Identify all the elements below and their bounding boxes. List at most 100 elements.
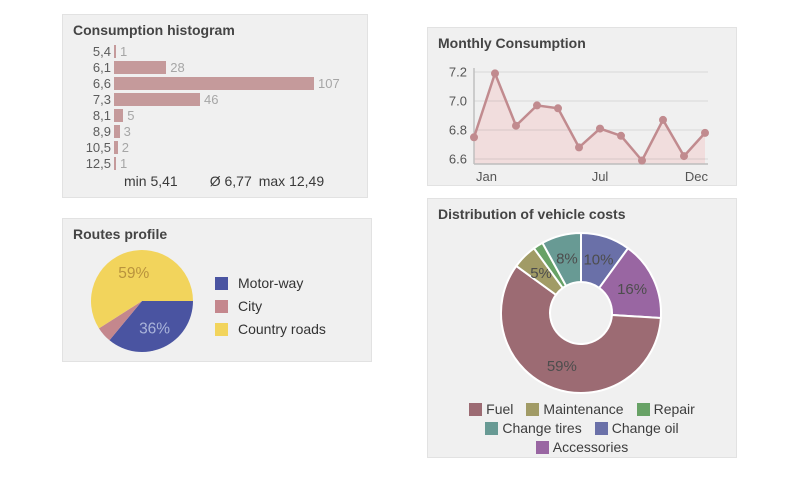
pie-slice-motor-way[interactable]: [109, 301, 193, 353]
monthly-consumption-line-chart: 7.2 7.0 6.8 6.6 Jan Jul Dec: [449, 65, 709, 184]
legend-label: City: [238, 298, 263, 314]
histogram-stats: min 5,41 Ø 6,77 max 12,49: [124, 173, 324, 189]
bin-label: 8,9: [92, 123, 111, 139]
histogram-bar[interactable]: [114, 60, 167, 74]
bar-value-label: 1: [120, 155, 128, 171]
legend-item-motor-way[interactable]: Motor-way: [215, 275, 326, 291]
legend-item-change-oil[interactable]: Change oil: [594, 420, 679, 436]
legend-label: Fuel: [486, 401, 514, 417]
panel-title: Consumption histogram: [73, 22, 235, 38]
panel-title: Routes profile: [73, 226, 168, 242]
panel-monthly-consumption: Monthly Consumption 7.2 7.0 6.8 6.6 Jan Jul De…: [427, 27, 737, 186]
legend-item-change-tires[interactable]: Change tires: [485, 420, 582, 436]
data-point[interactable]: [617, 131, 625, 140]
data-point[interactable]: [575, 143, 583, 152]
bin-label: 8,1: [92, 107, 111, 123]
bin-label: 12,5: [85, 155, 111, 171]
consumption-line: [472, 69, 706, 163]
legend-swatch-icon: [535, 440, 549, 454]
legend-item-city[interactable]: City: [215, 298, 326, 314]
panel-routes-profile: Routes profile 36% 59% Motor-way City Count…: [62, 218, 372, 362]
y-axis-tick-label: 6.6: [449, 152, 467, 167]
bar-value-label: 46: [204, 91, 219, 107]
legend-item-repair[interactable]: Repair: [636, 401, 695, 417]
legend-swatch-icon: [636, 402, 650, 416]
y-axis-tick-label: 7.0: [449, 94, 467, 109]
histogram-row: 5,4 1: [65, 43, 367, 59]
panel-consumption-histogram: Consumption histogram 5,4 1 6,1 28 6,6 107 7,3…: [62, 14, 368, 198]
slice-percent-label: 5%: [530, 265, 552, 282]
routes-legend: Motor-way City Country roads: [215, 275, 326, 344]
histogram-row: 12,5 1: [65, 155, 367, 171]
legend-swatch-icon: [215, 322, 228, 336]
routes-pie-chart: 36% 59%: [91, 250, 193, 353]
vehicle-costs-donut-chart: 10%16% 59% 5%8%: [500, 231, 662, 394]
donut-slice-change-tires[interactable]: [541, 231, 582, 288]
legend-swatch-icon: [485, 421, 499, 435]
legend-item-maintenance[interactable]: Maintenance: [526, 401, 624, 417]
legend-label: Repair: [653, 401, 695, 417]
bin-label: 6,6: [92, 75, 111, 91]
histogram-chart: 5,4 1 6,1 28 6,6 107 7,3 46 8,1 5 8,9 3 10,5 2 12,5 1: [65, 43, 367, 171]
histogram-bar[interactable]: [114, 124, 120, 138]
bin-label: 10,5: [85, 139, 111, 155]
histogram-bar[interactable]: [114, 92, 200, 106]
bar-value-label: 28: [170, 59, 185, 75]
slice-percent-label: 59%: [547, 358, 577, 375]
legend-label: Motor-way: [238, 275, 304, 291]
data-point[interactable]: [596, 124, 604, 133]
legend-label: Maintenance: [543, 401, 624, 417]
legend-swatch-icon: [594, 421, 608, 435]
data-point[interactable]: [680, 152, 688, 161]
legend-label: Change tires: [502, 420, 582, 436]
x-axis-tick-label: Jul: [592, 169, 609, 184]
histogram-row: 8,1 5: [65, 107, 367, 123]
legend-label: Change oil: [611, 420, 679, 436]
histogram-row: 7,3 46: [65, 91, 367, 107]
slice-percent-label: 10%: [583, 251, 613, 268]
slice-percent-label: 16%: [617, 281, 647, 298]
data-point[interactable]: [638, 156, 646, 165]
histogram-row: 6,6 107: [65, 75, 367, 91]
histogram-bar[interactable]: [114, 156, 116, 170]
histogram-row: 8,9 3: [65, 123, 367, 139]
slice-percent-label: 8%: [556, 250, 578, 267]
area-fill: [474, 73, 705, 164]
bar-value-label: 2: [121, 139, 129, 155]
data-point[interactable]: [491, 69, 499, 78]
panel-title: Distribution of vehicle costs: [438, 206, 626, 222]
bar-value-label: 3: [123, 123, 131, 139]
panel-title: Monthly Consumption: [438, 35, 586, 51]
histogram-bar[interactable]: [114, 108, 124, 122]
data-point[interactable]: [533, 101, 541, 110]
data-point[interactable]: [470, 133, 478, 142]
data-point[interactable]: [701, 128, 709, 137]
histogram-bar[interactable]: [114, 140, 118, 154]
bar-value-label: 5: [127, 107, 135, 123]
legend-item-fuel[interactable]: Fuel: [469, 401, 513, 417]
x-axis-tick-label: Dec: [685, 169, 709, 184]
stat-average: Ø 6,77: [209, 173, 252, 189]
histogram-bar[interactable]: [114, 44, 116, 58]
pie-slice-city[interactable]: [98, 301, 142, 341]
stat-min: min 5,41: [124, 173, 178, 189]
legend-swatch-icon: [469, 402, 483, 416]
y-axis-tick-label: 6.8: [449, 123, 467, 138]
x-axis-tick-label: Jan: [476, 169, 497, 184]
data-point[interactable]: [554, 104, 562, 113]
legend-item-country-roads[interactable]: Country roads: [215, 321, 326, 337]
legend-label: Accessories: [552, 439, 629, 455]
bin-label: 6,1: [92, 59, 111, 75]
data-point[interactable]: [512, 121, 520, 130]
histogram-row: 10,5 2: [65, 139, 367, 155]
pie-slice-country-roads[interactable]: [91, 250, 193, 329]
legend-item-accessories[interactable]: Accessories: [535, 439, 629, 455]
data-point[interactable]: [659, 115, 667, 124]
bin-label: 7,3: [92, 91, 111, 107]
histogram-bar[interactable]: [114, 76, 314, 90]
bar-value-label: 1: [120, 43, 128, 59]
legend-label: Country roads: [238, 321, 326, 337]
donut-slice-fuel[interactable]: [500, 264, 662, 394]
slice-percent-label: 59%: [118, 265, 149, 282]
